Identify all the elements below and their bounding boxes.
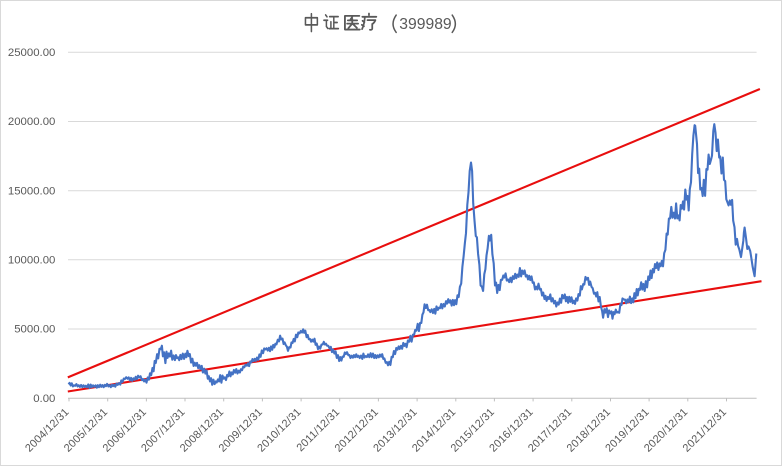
svg-text:0.00: 0.00 — [33, 393, 55, 405]
svg-text:5000.00: 5000.00 — [14, 324, 55, 336]
svg-text:399989: 399989 — [399, 16, 451, 33]
svg-text:15000.00: 15000.00 — [8, 185, 56, 197]
svg-text:25000.00: 25000.00 — [8, 47, 56, 59]
svg-text:10000.00: 10000.00 — [8, 255, 56, 267]
svg-text:20000.00: 20000.00 — [8, 116, 56, 128]
